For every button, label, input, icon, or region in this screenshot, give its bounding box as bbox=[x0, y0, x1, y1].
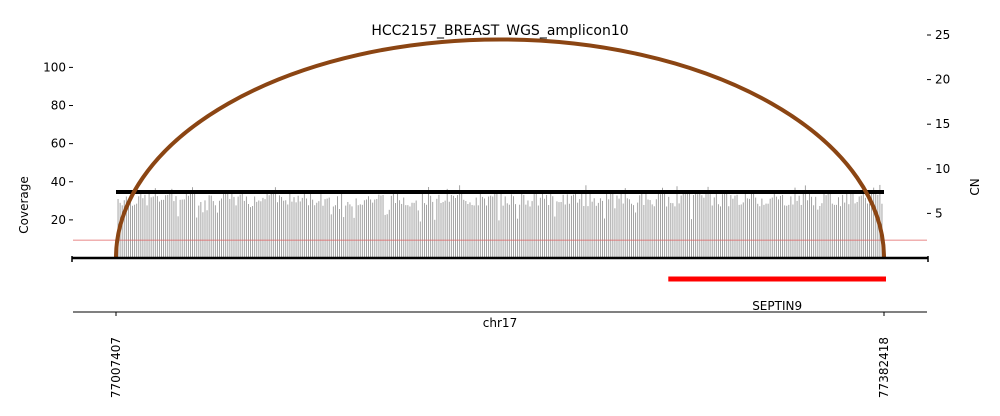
left-y-axis: 20 40 60 80 100 bbox=[43, 60, 73, 227]
right-tick-label: 20 bbox=[935, 73, 950, 87]
right-axis-title: CN bbox=[968, 178, 982, 195]
right-tick-label: 5 bbox=[935, 206, 943, 220]
x-tick-label: 77382418 bbox=[877, 337, 891, 398]
x-axis-ticks: 77007407 77382418 bbox=[109, 312, 891, 398]
chart-title: HCC2157_BREAST_WGS_amplicon10 bbox=[371, 23, 628, 39]
right-tick-label: 10 bbox=[935, 162, 950, 176]
gene-track: SEPTIN9 bbox=[668, 276, 886, 313]
breakpoint-arc bbox=[114, 37, 886, 259]
left-axis-title: Coverage bbox=[17, 176, 31, 234]
left-tick-label: 40 bbox=[51, 175, 66, 189]
x-tick-label: 77007407 bbox=[109, 337, 123, 398]
right-tick-label: 15 bbox=[935, 117, 950, 131]
left-tick-label: 80 bbox=[51, 99, 66, 113]
chromosome-label: chr17 bbox=[483, 316, 517, 330]
right-tick-label: 25 bbox=[935, 28, 950, 42]
left-tick-label: 20 bbox=[51, 213, 66, 227]
right-y-axis: 5 10 15 20 25 bbox=[927, 28, 950, 220]
gene-label: SEPTIN9 bbox=[752, 299, 802, 313]
left-tick-label: 60 bbox=[51, 137, 66, 151]
left-tick-label: 100 bbox=[43, 60, 66, 74]
coverage-bars bbox=[117, 184, 883, 258]
